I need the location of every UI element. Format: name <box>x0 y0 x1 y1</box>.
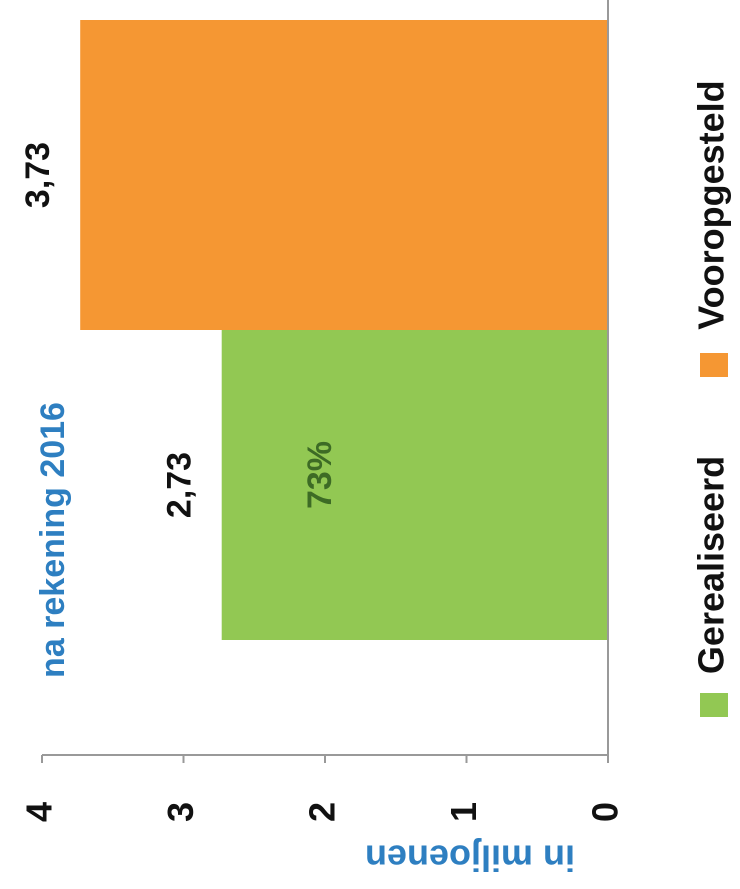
value-label: 2,73 <box>161 452 199 518</box>
legend-label: Gerealiseerd <box>691 456 732 674</box>
value-label: 3,73 <box>19 142 57 208</box>
subtitle: na rekening 2016 <box>34 402 72 678</box>
bar <box>221 330 608 640</box>
legend-swatch <box>700 353 728 377</box>
bar <box>80 20 608 330</box>
y-tick-label: 0 <box>585 802 626 822</box>
y-tick-label: 1 <box>443 802 484 822</box>
y-tick-label: 4 <box>19 802 60 822</box>
y-axis-title: in miljoenen <box>365 837 575 878</box>
legend-swatch <box>700 693 728 717</box>
y-tick-label: 3 <box>160 802 201 822</box>
annotation: 73% <box>301 441 339 509</box>
y-tick-label: 2 <box>302 802 343 822</box>
legend-label: Vooropgesteld <box>691 80 732 329</box>
